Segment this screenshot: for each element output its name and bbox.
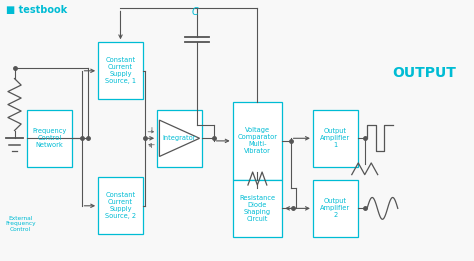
FancyBboxPatch shape bbox=[27, 110, 72, 167]
Text: External
Frequency
Control: External Frequency Control bbox=[5, 216, 36, 232]
FancyBboxPatch shape bbox=[98, 177, 143, 234]
Text: C: C bbox=[191, 7, 198, 17]
FancyBboxPatch shape bbox=[233, 180, 282, 237]
Text: -i: -i bbox=[149, 143, 153, 149]
Text: Voltage
Comparator
Multi-
Vibrator: Voltage Comparator Multi- Vibrator bbox=[237, 127, 277, 155]
Text: Output
Amplifier
1: Output Amplifier 1 bbox=[320, 128, 350, 148]
Text: Resistance
Diode
Shaping
Circuit: Resistance Diode Shaping Circuit bbox=[239, 195, 275, 222]
FancyBboxPatch shape bbox=[313, 110, 358, 167]
Text: Frequency
Control
Network: Frequency Control Network bbox=[33, 128, 67, 148]
Text: ■ testbook: ■ testbook bbox=[6, 5, 67, 15]
FancyBboxPatch shape bbox=[233, 102, 282, 180]
Text: i: i bbox=[150, 128, 152, 133]
Text: Constant
Current
Supply
Source, 1: Constant Current Supply Source, 1 bbox=[105, 57, 136, 84]
Text: OUTPUT: OUTPUT bbox=[392, 66, 456, 80]
FancyBboxPatch shape bbox=[313, 180, 358, 237]
Text: Constant
Current
Supply
Source, 2: Constant Current Supply Source, 2 bbox=[105, 192, 136, 219]
FancyBboxPatch shape bbox=[157, 110, 202, 167]
Text: Integrator: Integrator bbox=[163, 135, 196, 141]
Text: Output
Amplifier
2: Output Amplifier 2 bbox=[320, 198, 350, 218]
FancyBboxPatch shape bbox=[98, 42, 143, 99]
